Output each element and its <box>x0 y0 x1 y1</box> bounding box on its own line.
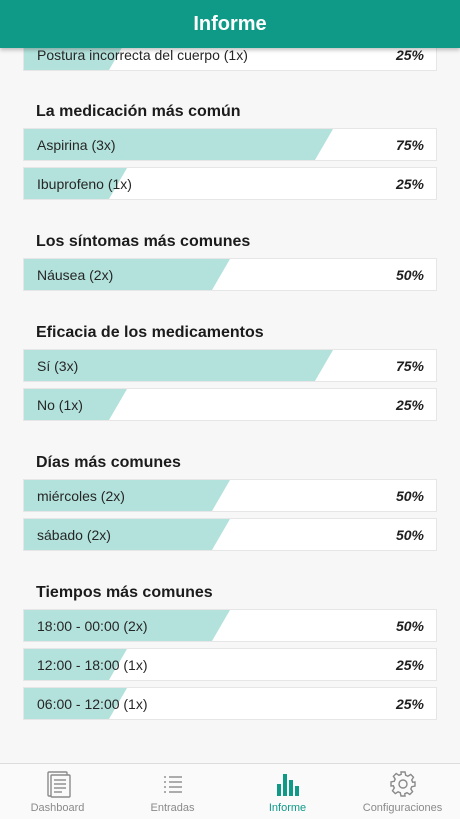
row-label: 06:00 - 12:00 (1x) <box>37 695 148 712</box>
report-row: Náusea (2x) 50% <box>23 258 437 291</box>
percent-bar <box>24 129 333 160</box>
report-row: sábado (2x) 50% <box>23 518 437 551</box>
row-percent: 50% <box>395 617 424 634</box>
row-percent: 50% <box>395 487 424 504</box>
percent-bar <box>24 168 127 199</box>
percent-bar <box>24 480 230 511</box>
row-percent: 25% <box>395 396 424 413</box>
report-row: Ibuprofeno (1x) 25% <box>23 167 437 200</box>
page-title: Informe <box>193 12 267 35</box>
row-percent: 25% <box>395 175 424 192</box>
bottom-tab-bar: Dashboard Entradas Informe Configuracion… <box>0 763 460 819</box>
report-row: 12:00 - 18:00 (1x) 25% <box>23 648 437 681</box>
report-row: Aspirina (3x) 75% <box>23 128 437 161</box>
percent-bar <box>24 519 230 550</box>
tab-label: Informe <box>268 802 307 814</box>
report-row: Sí (3x) 75% <box>23 349 437 382</box>
bar-chart-icon <box>276 774 299 796</box>
report-row: No (1x) 25% <box>23 388 437 421</box>
tab-label: Dashboard <box>30 802 85 814</box>
row-percent: 75% <box>395 357 424 374</box>
row-label: Sí (3x) <box>37 357 79 374</box>
row-label: Ibuprofeno (1x) <box>37 175 132 192</box>
row-percent: 25% <box>395 656 424 673</box>
row-label: Postura incorrecta del cuerpo (1x) <box>37 46 248 63</box>
report-row: 18:00 - 00:00 (2x) 50% <box>23 609 437 642</box>
row-percent: 25% <box>395 695 424 712</box>
row-percent: 25% <box>395 46 424 63</box>
row-label: miércoles (2x) <box>37 487 125 504</box>
tab-label: Configuraciones <box>362 802 443 814</box>
section-title-medication: La medicación más común <box>36 103 241 120</box>
percent-bar <box>24 259 230 290</box>
row-percent: 50% <box>395 266 424 283</box>
tab-configuraciones[interactable]: Configuraciones <box>345 764 460 819</box>
tab-label: Entradas <box>150 802 195 814</box>
section-title-efficacy: Eficacia de los medicamentos <box>36 324 264 341</box>
report-content[interactable]: Postura incorrecta del cuerpo (1x) 25% L… <box>0 0 460 763</box>
percent-bar <box>24 688 127 719</box>
report-row: 06:00 - 12:00 (1x) 25% <box>23 687 437 720</box>
section-title-days: Días más comunes <box>36 454 181 471</box>
tab-entradas[interactable]: Entradas <box>115 764 230 819</box>
list-icon <box>163 776 182 793</box>
percent-bar <box>24 610 230 641</box>
tab-dashboard[interactable]: Dashboard <box>0 764 115 819</box>
section-title-symptoms: Los síntomas más comunes <box>36 233 251 250</box>
row-percent: 50% <box>395 526 424 543</box>
app-header: Informe <box>0 0 460 48</box>
percent-bar <box>24 389 127 420</box>
row-label: sábado (2x) <box>37 526 111 543</box>
row-label: Náusea (2x) <box>37 266 114 283</box>
dashboard-icon <box>46 771 71 798</box>
row-label: 12:00 - 18:00 (1x) <box>37 656 148 673</box>
report-row: miércoles (2x) 50% <box>23 479 437 512</box>
percent-bar <box>24 649 127 680</box>
percent-bar <box>24 350 333 381</box>
row-percent: 75% <box>395 136 424 153</box>
gear-icon <box>389 771 416 797</box>
tab-informe[interactable]: Informe <box>230 764 345 819</box>
row-label: 18:00 - 00:00 (2x) <box>37 617 148 634</box>
row-label: No (1x) <box>37 396 83 413</box>
section-title-times: Tiempos más comunes <box>36 584 213 601</box>
row-label: Aspirina (3x) <box>37 136 116 153</box>
